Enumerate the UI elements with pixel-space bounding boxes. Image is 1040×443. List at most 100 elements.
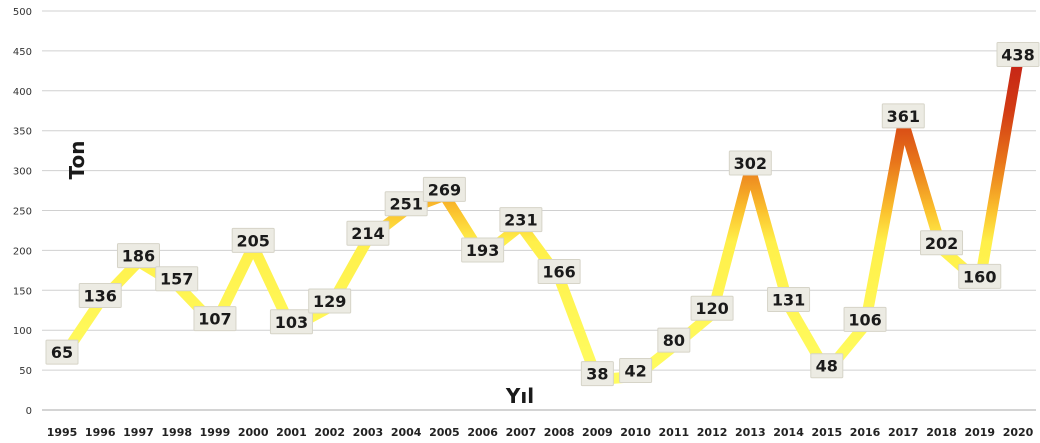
data-label: 129 [308, 288, 352, 314]
x-axis-title: Yıl [505, 384, 534, 408]
data-label-box [422, 176, 466, 202]
data-labels: 65 136 186 157 107 205 103 129 214 251 269 193 231 16… [45, 41, 1040, 387]
data-label: 361 [881, 103, 925, 129]
data-label-text: 38 [586, 365, 608, 384]
data-label: 131 [767, 286, 811, 312]
data-label-box [690, 295, 734, 321]
y-tick-label: 100 [13, 326, 32, 337]
data-label-text: 106 [848, 310, 881, 329]
data-label-text: 157 [160, 270, 193, 289]
data-label: 136 [78, 282, 122, 308]
data-label-text: 361 [887, 107, 920, 126]
x-tick-label: 2011 [659, 426, 690, 439]
data-label-text: 251 [389, 195, 422, 214]
data-label-box [346, 220, 390, 246]
data-label-text: 107 [198, 310, 231, 329]
data-label-box [881, 103, 925, 129]
data-label: 166 [537, 259, 581, 285]
data-label: 193 [461, 237, 505, 263]
y-tick-label: 150 [13, 286, 32, 297]
y-tick-label: 0 [26, 406, 32, 417]
data-label-box [78, 282, 122, 308]
x-tick-label: 2004 [391, 426, 422, 439]
data-label-box [657, 327, 691, 353]
y-axis-title: Ton [65, 141, 89, 180]
data-label-text: 231 [504, 211, 537, 230]
y-tick-label: 500 [13, 7, 32, 18]
y-tick-label: 450 [13, 47, 32, 58]
x-tick-label: 2002 [314, 426, 345, 439]
x-tick-label: 2003 [353, 426, 384, 439]
data-label: 186 [116, 243, 160, 269]
data-label: 120 [690, 295, 734, 321]
data-label-box [384, 191, 428, 217]
data-label-box [958, 263, 1002, 289]
data-label-text: 65 [51, 343, 73, 362]
x-tick-label: 2017 [888, 426, 919, 439]
data-label: 106 [843, 306, 887, 332]
data-label: 269 [422, 176, 466, 202]
y-tick-label: 350 [13, 127, 32, 138]
x-tick-label: 2005 [429, 426, 460, 439]
data-label-text: 302 [734, 154, 767, 173]
x-tick-label: 2019 [964, 426, 995, 439]
data-label-text: 80 [663, 331, 685, 350]
data-label-text: 166 [542, 263, 575, 282]
data-label-text: 48 [816, 357, 838, 376]
y-tick-label: 200 [13, 246, 32, 257]
data-label-box [728, 150, 772, 176]
data-label-text: 438 [1001, 45, 1034, 64]
x-tick-label: 2012 [697, 426, 728, 439]
x-tick-label: 2014 [773, 426, 804, 439]
data-label: 202 [920, 230, 964, 256]
data-label-box [580, 361, 614, 387]
data-label-box [843, 306, 887, 332]
x-tick-label: 1996 [85, 426, 116, 439]
data-label-box [155, 266, 199, 292]
data-label: 48 [810, 353, 844, 379]
data-label-box [499, 207, 543, 233]
data-label: 251 [384, 191, 428, 217]
data-label-text: 131 [772, 290, 805, 309]
data-label-box [767, 286, 811, 312]
data-label-box [116, 243, 160, 269]
x-tick-label: 2009 [582, 426, 613, 439]
x-tick-label: 2001 [276, 426, 307, 439]
data-label-text: 136 [84, 286, 117, 305]
data-label-text: 214 [351, 224, 384, 243]
data-label-box [996, 41, 1040, 67]
y-tick-label: 50 [19, 366, 32, 377]
data-label-box [461, 237, 505, 263]
data-label: 160 [958, 263, 1002, 289]
data-label: 214 [346, 220, 390, 246]
x-tick-label: 2015 [811, 426, 842, 439]
data-label-box [308, 288, 352, 314]
x-tick-label: 1995 [47, 426, 78, 439]
x-tick-label: 2007 [506, 426, 537, 439]
data-label: 157 [155, 266, 199, 292]
x-tick-label: 2008 [544, 426, 575, 439]
x-tick-label: 2010 [620, 426, 651, 439]
data-label: 42 [619, 357, 653, 383]
data-label: 103 [269, 309, 313, 335]
data-label-text: 129 [313, 292, 346, 311]
data-label-text: 205 [236, 231, 269, 250]
data-label-text: 160 [963, 267, 996, 286]
data-label: 205 [231, 227, 275, 253]
data-label-text: 42 [624, 361, 646, 380]
x-tick-label: 1999 [200, 426, 231, 439]
x-tick-label: 2018 [926, 426, 957, 439]
x-tick-label: 2013 [735, 426, 766, 439]
x-tick-label: 2006 [467, 426, 498, 439]
data-label-box [810, 353, 844, 379]
data-label: 80 [657, 327, 691, 353]
data-label-box [45, 339, 79, 365]
data-label-text: 193 [466, 241, 499, 260]
data-label-box [231, 227, 275, 253]
data-label: 107 [193, 306, 237, 332]
data-label-text: 120 [695, 299, 728, 318]
y-tick-label: 300 [13, 167, 32, 178]
data-label-text: 269 [428, 180, 461, 199]
data-label: 231 [499, 207, 543, 233]
data-label-text: 186 [122, 247, 155, 266]
